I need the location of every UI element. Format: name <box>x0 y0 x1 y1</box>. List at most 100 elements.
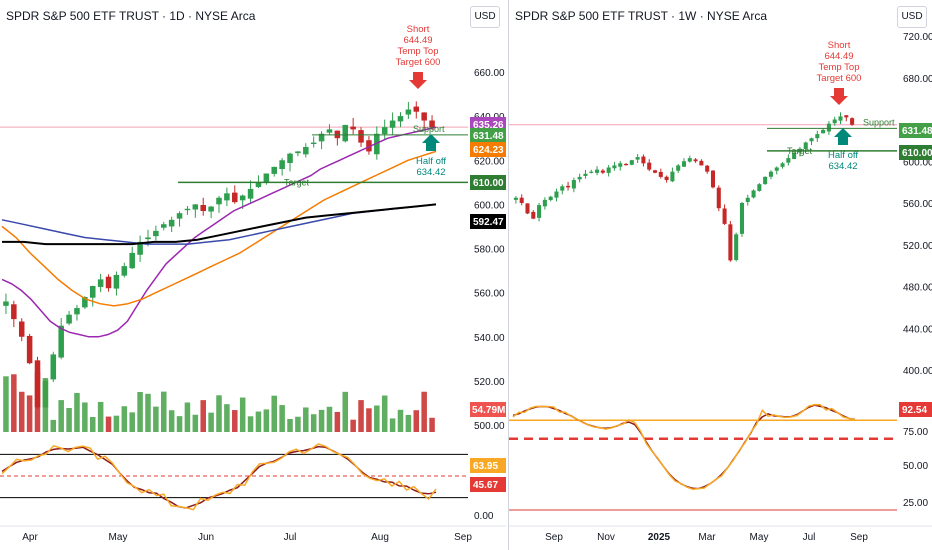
volume-bar <box>405 415 412 432</box>
weekly-chart-panel[interactable]: 720.00 680.00 600.00 560.00 520.00 480.00 440.… <box>508 0 932 550</box>
candle-body <box>224 193 230 201</box>
candle-body <box>821 129 826 134</box>
candle-body <box>366 140 372 152</box>
candle-body <box>279 160 285 169</box>
candle-body <box>768 171 773 177</box>
target-label: Target <box>787 146 813 156</box>
volume-bar <box>66 407 72 432</box>
volume-bar <box>366 408 372 432</box>
candle-body <box>693 159 698 162</box>
candle-body <box>734 234 739 260</box>
support-label: Support <box>413 124 445 134</box>
candle-body <box>560 186 565 191</box>
candle-body <box>89 286 96 298</box>
target-label: Target <box>284 177 310 187</box>
half-off-annotation-text: Half off <box>828 150 858 161</box>
volume-bar <box>82 402 88 432</box>
volume-bar <box>176 416 183 432</box>
candle-body <box>531 211 536 219</box>
short-annotation-text: Short <box>828 40 851 51</box>
x-axis-label: Mar <box>698 532 716 543</box>
candle-body <box>670 171 675 182</box>
candle-body <box>50 354 57 380</box>
short-annotation-text: 644.49 <box>403 35 432 46</box>
short-annotation-text: 644.49 <box>824 51 853 62</box>
candle-body <box>216 197 222 205</box>
candle-body <box>809 138 814 142</box>
candle-body <box>751 190 756 198</box>
candle-body <box>699 160 704 166</box>
candle-body <box>542 199 547 207</box>
candle-body <box>429 120 435 128</box>
price-badge <box>470 128 506 143</box>
price-badge <box>899 145 932 160</box>
candle-body <box>577 176 582 180</box>
candle-body <box>295 151 301 154</box>
candle-body <box>176 213 183 219</box>
x-axis-label: Jul <box>803 532 816 543</box>
price-badge-value: 610.00 <box>473 178 504 189</box>
candle-body <box>82 297 88 308</box>
half-off-annotation-text: Half off <box>416 156 446 167</box>
stochastic-d-line <box>1 445 437 509</box>
volume-bar <box>381 395 388 432</box>
price-tick-label: 620.00 <box>474 156 505 167</box>
weekly-chart[interactable]: 720.00 680.00 600.00 560.00 520.00 480.00 440.… <box>509 0 932 550</box>
volume-bar <box>389 418 396 432</box>
candle-body <box>66 314 72 324</box>
price-tick-label: 520.00 <box>474 377 505 388</box>
candle-body <box>168 219 175 227</box>
volume-bar <box>295 416 301 432</box>
candle-body <box>815 134 820 139</box>
volume-bar <box>74 392 80 432</box>
candle-body <box>397 116 404 122</box>
currency-button[interactable]: USD <box>897 6 927 28</box>
daily-chart-panel[interactable]: 660.00640.00620.00600.00580.00560.00540.… <box>0 0 506 550</box>
currency-button[interactable]: USD <box>470 6 500 28</box>
daily-chart[interactable]: 660.00640.00620.00600.00580.00560.00540.… <box>0 0 506 550</box>
volume-bar <box>200 400 206 432</box>
x-axis-label: 2025 <box>648 532 671 543</box>
chart-title: SPDR S&P 500 ETF TRUST · 1D · NYSE Arca <box>6 9 256 23</box>
price-tick-label: 560.00 <box>474 289 505 300</box>
volume-bar <box>3 376 9 432</box>
candle-body <box>681 161 687 167</box>
candle-body <box>589 171 594 173</box>
volume-bar <box>168 410 175 432</box>
candle-body <box>26 335 33 364</box>
oscillator-badge <box>899 402 932 417</box>
candle-body <box>137 241 143 255</box>
candle-body <box>612 165 617 169</box>
candle-body <box>652 170 658 173</box>
volume-bar <box>263 409 270 432</box>
candle-body <box>263 173 270 183</box>
price-badge-value: 592.47 <box>473 217 504 228</box>
oscillator-tick-label: 25.00 <box>903 498 928 509</box>
candle-body <box>676 165 681 171</box>
candle-body <box>381 127 388 135</box>
candle-body <box>629 160 634 165</box>
down-arrow-icon <box>409 72 427 89</box>
candle-body <box>710 170 716 188</box>
price-badge-value: 631.48 <box>902 126 932 137</box>
price-tick-label: 540.00 <box>474 333 505 344</box>
volume-bar <box>11 374 17 432</box>
price-badge <box>470 142 506 157</box>
x-axis-label: Sep <box>454 532 472 543</box>
candle-body <box>200 204 206 211</box>
candle-body <box>232 192 238 203</box>
chart-title: SPDR S&P 500 ETF TRUST · 1W · NYSE Arca <box>515 9 768 23</box>
price-tick-label: 680.00 <box>903 74 932 85</box>
candle-body <box>287 153 293 163</box>
volume-bar <box>18 391 25 432</box>
price-tick-label: 560.00 <box>903 199 932 210</box>
volume-bar <box>161 391 167 432</box>
candle-body <box>716 187 721 209</box>
stochastic-d-line <box>512 404 856 490</box>
price-tick-label: 720.00 <box>903 32 932 43</box>
short-annotation-text: Short <box>407 24 430 35</box>
price-badge-value: 631.48 <box>473 131 504 142</box>
x-axis-label: Jul <box>284 532 297 543</box>
short-annotation-text: Temp Top <box>818 62 859 73</box>
candle-body <box>618 163 623 167</box>
